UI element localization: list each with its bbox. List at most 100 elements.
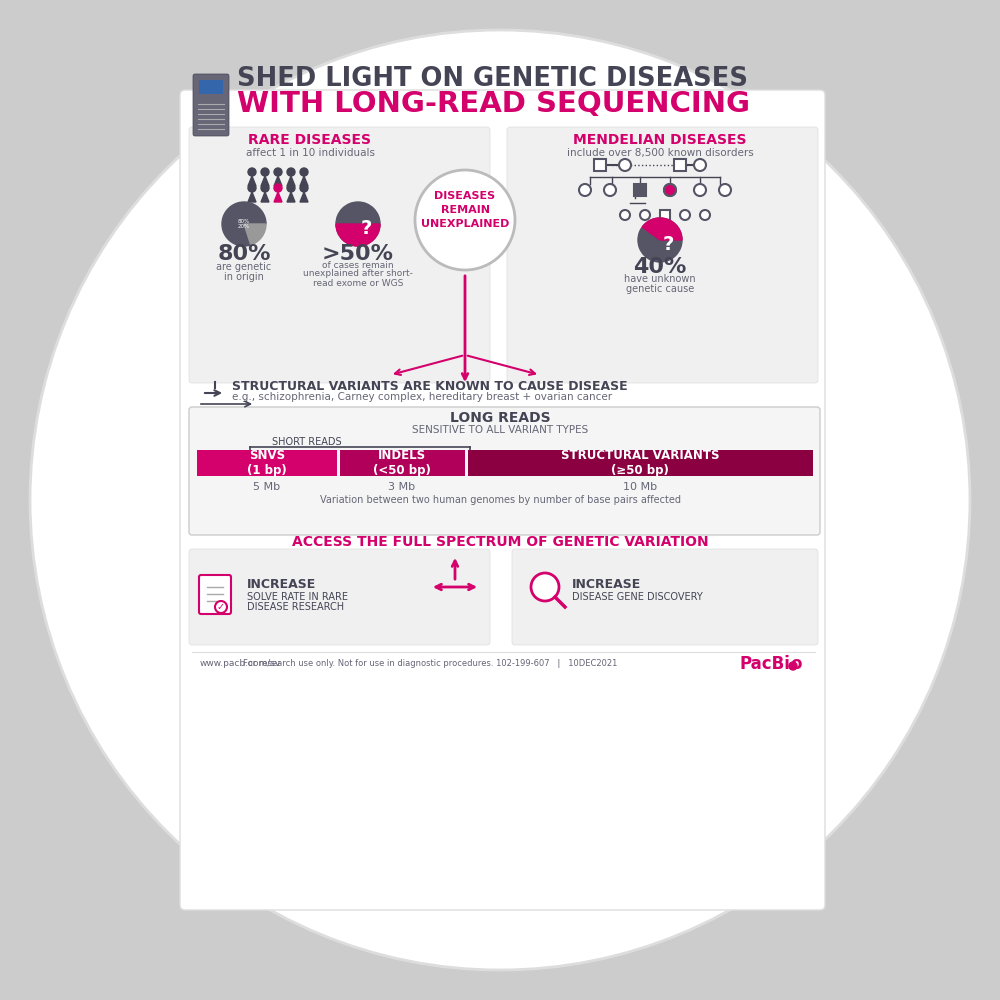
Text: ?: ? — [662, 235, 674, 254]
Circle shape — [300, 184, 308, 192]
Text: 10 Mb: 10 Mb — [623, 482, 657, 492]
FancyBboxPatch shape — [180, 90, 825, 910]
Text: have unknown: have unknown — [624, 274, 696, 284]
Text: RARE DISEASES: RARE DISEASES — [248, 133, 372, 147]
Text: DISEASE GENE DISCOVERY: DISEASE GENE DISCOVERY — [572, 592, 703, 602]
FancyBboxPatch shape — [468, 450, 813, 476]
Text: ACCESS THE FULL SPECTRUM OF GENETIC VARIATION: ACCESS THE FULL SPECTRUM OF GENETIC VARI… — [292, 535, 708, 549]
Circle shape — [694, 159, 706, 171]
Circle shape — [664, 184, 676, 196]
Text: STRUCTURAL VARIANTS
(≥50 bp): STRUCTURAL VARIANTS (≥50 bp) — [561, 449, 719, 477]
Text: include over 8,500 known disorders: include over 8,500 known disorders — [567, 148, 753, 158]
Text: 3 Mb: 3 Mb — [388, 482, 416, 492]
FancyBboxPatch shape — [660, 210, 670, 220]
FancyBboxPatch shape — [674, 159, 686, 171]
Text: 80%: 80% — [217, 244, 271, 264]
Wedge shape — [244, 224, 266, 245]
Circle shape — [694, 184, 706, 196]
Circle shape — [274, 184, 282, 192]
Text: LONG READS: LONG READS — [450, 411, 550, 425]
FancyBboxPatch shape — [199, 575, 231, 614]
FancyBboxPatch shape — [634, 184, 646, 196]
Polygon shape — [274, 176, 282, 186]
Text: affect 1 in 10 individuals: affect 1 in 10 individuals — [246, 148, 374, 158]
Text: MENDELIAN DISEASES: MENDELIAN DISEASES — [573, 133, 747, 147]
FancyBboxPatch shape — [193, 74, 229, 136]
Circle shape — [274, 168, 282, 176]
Text: SHED LIGHT ON GENETIC DISEASES: SHED LIGHT ON GENETIC DISEASES — [237, 66, 748, 92]
Text: o: o — [790, 655, 802, 673]
Wedge shape — [336, 224, 380, 246]
Circle shape — [261, 168, 269, 176]
Text: e.g., schizophrenia, Carney complex, hereditary breast + ovarian cancer: e.g., schizophrenia, Carney complex, her… — [232, 392, 612, 402]
Text: INCREASE: INCREASE — [247, 578, 316, 591]
Text: INCREASE: INCREASE — [572, 578, 641, 591]
Polygon shape — [287, 176, 295, 186]
Polygon shape — [300, 176, 308, 186]
Circle shape — [620, 210, 630, 220]
Wedge shape — [638, 218, 682, 262]
Text: ?: ? — [360, 220, 372, 238]
FancyBboxPatch shape — [512, 549, 818, 645]
Circle shape — [634, 184, 646, 196]
FancyBboxPatch shape — [507, 127, 818, 383]
Polygon shape — [248, 176, 256, 186]
Circle shape — [287, 168, 295, 176]
Circle shape — [248, 184, 256, 192]
Circle shape — [579, 184, 591, 196]
Text: SENSITIVE TO ALL VARIANT TYPES: SENSITIVE TO ALL VARIANT TYPES — [412, 425, 588, 435]
Text: Variation between two human genomes by number of base pairs affected: Variation between two human genomes by n… — [320, 495, 680, 505]
Polygon shape — [261, 192, 269, 202]
Polygon shape — [274, 192, 282, 202]
Text: DISEASES
REMAIN
UNEXPLAINED: DISEASES REMAIN UNEXPLAINED — [421, 191, 509, 229]
Wedge shape — [222, 202, 266, 246]
Circle shape — [415, 170, 515, 270]
FancyBboxPatch shape — [340, 450, 465, 476]
Text: read exome or WGS: read exome or WGS — [313, 278, 403, 288]
Circle shape — [719, 184, 731, 196]
Circle shape — [640, 210, 650, 220]
Polygon shape — [287, 192, 295, 202]
Text: PacBi: PacBi — [739, 655, 790, 673]
Text: INDELS
(<50 bp): INDELS (<50 bp) — [373, 449, 431, 477]
Text: SOLVE RATE IN RARE: SOLVE RATE IN RARE — [247, 592, 348, 602]
Text: STRUCTURAL VARIANTS ARE KNOWN TO CAUSE DISEASE: STRUCTURAL VARIANTS ARE KNOWN TO CAUSE D… — [232, 379, 628, 392]
Circle shape — [248, 168, 256, 176]
Circle shape — [664, 184, 676, 196]
Text: SNVS
(1 bp): SNVS (1 bp) — [247, 449, 287, 477]
Text: DISEASE RESEARCH: DISEASE RESEARCH — [247, 602, 344, 612]
Polygon shape — [261, 176, 269, 186]
FancyBboxPatch shape — [197, 450, 337, 476]
Circle shape — [531, 573, 559, 601]
Text: unexplained after short-: unexplained after short- — [303, 269, 413, 278]
Text: SHORT READS: SHORT READS — [272, 437, 342, 447]
FancyBboxPatch shape — [189, 407, 820, 535]
Polygon shape — [300, 192, 308, 202]
FancyBboxPatch shape — [594, 159, 606, 171]
Text: 5 Mb: 5 Mb — [253, 482, 281, 492]
Circle shape — [604, 184, 616, 196]
Text: ✓: ✓ — [217, 602, 225, 612]
Text: www.pacb.com/sv: www.pacb.com/sv — [200, 660, 281, 668]
FancyBboxPatch shape — [189, 549, 490, 645]
Text: >50%: >50% — [322, 244, 394, 264]
Polygon shape — [248, 192, 256, 202]
Text: genetic cause: genetic cause — [626, 284, 694, 294]
Text: are genetic: are genetic — [216, 262, 272, 272]
Wedge shape — [642, 218, 682, 240]
Circle shape — [287, 184, 295, 192]
Circle shape — [700, 210, 710, 220]
Text: of cases remain: of cases remain — [322, 260, 394, 269]
FancyBboxPatch shape — [189, 127, 490, 383]
Circle shape — [300, 168, 308, 176]
Wedge shape — [336, 202, 380, 246]
Text: For research use only. Not for use in diagnostic procedures. 102-199-607   |   1: For research use only. Not for use in di… — [243, 660, 617, 668]
Circle shape — [215, 601, 227, 613]
Circle shape — [789, 662, 797, 670]
Circle shape — [680, 210, 690, 220]
Circle shape — [30, 30, 970, 970]
Text: 40%: 40% — [633, 257, 687, 277]
Circle shape — [261, 184, 269, 192]
Text: 80%
20%: 80% 20% — [238, 219, 250, 229]
Circle shape — [619, 159, 631, 171]
